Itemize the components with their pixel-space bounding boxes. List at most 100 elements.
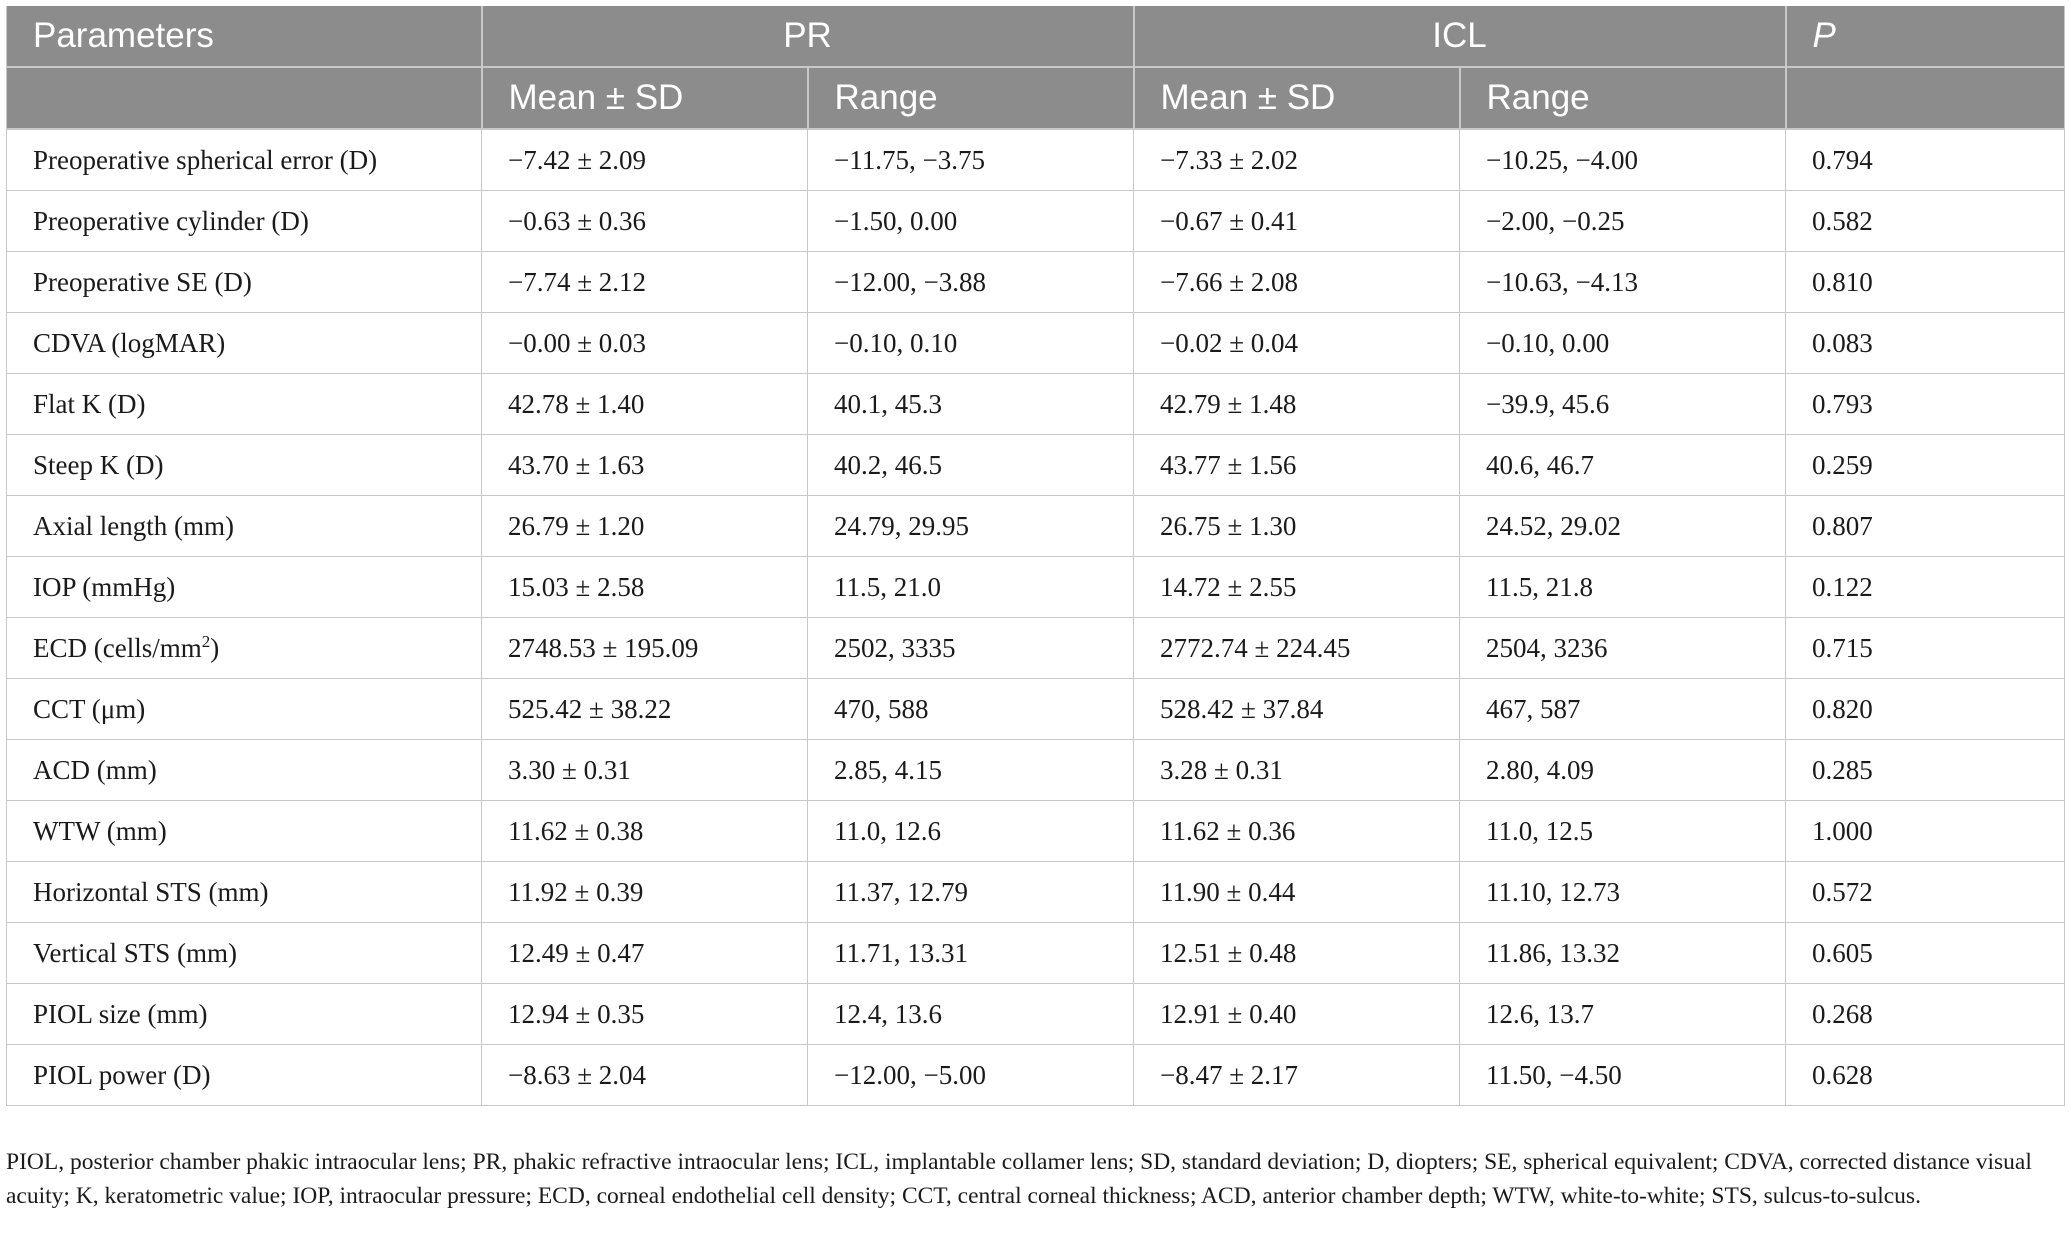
cell-parameter: Preoperative spherical error (D) bbox=[6, 129, 482, 191]
cell-icl-range: −39.9, 45.6 bbox=[1459, 373, 1786, 435]
cell-pr-range: −0.10, 0.10 bbox=[807, 312, 1134, 374]
cell-pr-mean: 15.03 ± 2.58 bbox=[481, 556, 808, 618]
cell-icl-range: 11.0, 12.5 bbox=[1459, 800, 1786, 862]
cell-icl-range: −0.10, 0.00 bbox=[1459, 312, 1786, 374]
cell-pr-mean: 525.42 ± 38.22 bbox=[481, 678, 808, 740]
cell-pr-mean: 26.79 ± 1.20 bbox=[481, 495, 808, 557]
table-header: Parameters PR ICL P Mean ± SD Range Mean… bbox=[6, 6, 2065, 130]
cell-icl-range: 11.50, −4.50 bbox=[1459, 1044, 1786, 1106]
cell-icl-mean: 26.75 ± 1.30 bbox=[1133, 495, 1460, 557]
cell-pr-range: −1.50, 0.00 bbox=[807, 190, 1134, 252]
cell-icl-mean: 2772.74 ± 224.45 bbox=[1133, 617, 1460, 679]
cell-pr-range: 11.5, 21.0 bbox=[807, 556, 1134, 618]
cell-icl-mean: −0.67 ± 0.41 bbox=[1133, 190, 1460, 252]
table-row: Flat K (D) 42.78 ± 1.40 40.1, 45.3 42.79… bbox=[6, 373, 2065, 435]
cell-parameter: PIOL size (mm) bbox=[6, 983, 482, 1045]
cell-p-value: 0.715 bbox=[1785, 617, 2065, 679]
cell-parameter: PIOL power (D) bbox=[6, 1044, 482, 1106]
header-pr-mean-sd: Mean ± SD bbox=[481, 67, 809, 130]
cell-icl-range: 40.6, 46.7 bbox=[1459, 434, 1786, 496]
cell-icl-range: 2504, 3236 bbox=[1459, 617, 1786, 679]
cell-pr-range: 12.4, 13.6 bbox=[807, 983, 1134, 1045]
superscript: 2 bbox=[201, 631, 211, 651]
table-row: Vertical STS (mm) 12.49 ± 0.47 11.71, 13… bbox=[6, 922, 2065, 984]
table-row: IOP (mmHg) 15.03 ± 2.58 11.5, 21.0 14.72… bbox=[6, 556, 2065, 618]
cell-p-value: 0.122 bbox=[1785, 556, 2065, 618]
cell-pr-range: 2502, 3335 bbox=[807, 617, 1134, 679]
cell-pr-mean: 42.78 ± 1.40 bbox=[481, 373, 808, 435]
table-row: PIOL size (mm) 12.94 ± 0.35 12.4, 13.6 1… bbox=[6, 983, 2065, 1045]
table-body: Preoperative spherical error (D) −7.42 ±… bbox=[6, 129, 2065, 1106]
header-icl-range: Range bbox=[1459, 67, 1787, 130]
cell-icl-mean: 528.42 ± 37.84 bbox=[1133, 678, 1460, 740]
cell-icl-range: 2.80, 4.09 bbox=[1459, 739, 1786, 801]
cell-parameter: Preoperative cylinder (D) bbox=[6, 190, 482, 252]
cell-parameter: CCT (μm) bbox=[6, 678, 482, 740]
cell-p-value: 0.285 bbox=[1785, 739, 2065, 801]
cell-pr-mean: −7.74 ± 2.12 bbox=[481, 251, 808, 313]
cell-icl-range: −10.63, −4.13 bbox=[1459, 251, 1786, 313]
table-row: CCT (μm) 525.42 ± 38.22 470, 588 528.42 … bbox=[6, 678, 2065, 740]
cell-p-value: 0.628 bbox=[1785, 1044, 2065, 1106]
cell-parameter: Axial length (mm) bbox=[6, 495, 482, 557]
cell-p-value: 0.794 bbox=[1785, 129, 2065, 191]
cell-icl-mean: 12.51 ± 0.48 bbox=[1133, 922, 1460, 984]
data-table-container: Parameters PR ICL P Mean ± SD Range Mean… bbox=[6, 6, 2065, 1106]
cell-p-value: 0.083 bbox=[1785, 312, 2065, 374]
header-p: P bbox=[1785, 6, 2065, 68]
cell-parameter: IOP (mmHg) bbox=[6, 556, 482, 618]
cell-icl-mean: 12.91 ± 0.40 bbox=[1133, 983, 1460, 1045]
cell-pr-mean: 43.70 ± 1.63 bbox=[481, 434, 808, 496]
parameters-table: Parameters PR ICL P Mean ± SD Range Mean… bbox=[6, 6, 2065, 1106]
cell-pr-mean: 3.30 ± 0.31 bbox=[481, 739, 808, 801]
cell-pr-range: 11.0, 12.6 bbox=[807, 800, 1134, 862]
cell-pr-range: −12.00, −3.88 bbox=[807, 251, 1134, 313]
cell-p-value: 0.268 bbox=[1785, 983, 2065, 1045]
cell-icl-mean: −7.33 ± 2.02 bbox=[1133, 129, 1460, 191]
cell-pr-range: −12.00, −5.00 bbox=[807, 1044, 1134, 1106]
table-row: Preoperative spherical error (D) −7.42 ±… bbox=[6, 129, 2065, 191]
cell-pr-range: 40.1, 45.3 bbox=[807, 373, 1134, 435]
cell-parameter: Preoperative SE (D) bbox=[6, 251, 482, 313]
cell-p-value: 1.000 bbox=[1785, 800, 2065, 862]
parameter-text-end: ) bbox=[210, 632, 220, 663]
cell-icl-range: 467, 587 bbox=[1459, 678, 1786, 740]
cell-parameter: Vertical STS (mm) bbox=[6, 922, 482, 984]
table-row: Preoperative SE (D) −7.74 ± 2.12 −12.00,… bbox=[6, 251, 2065, 313]
table-row: Axial length (mm) 26.79 ± 1.20 24.79, 29… bbox=[6, 495, 2065, 557]
header-empty-left bbox=[6, 67, 483, 130]
cell-parameter: ACD (mm) bbox=[6, 739, 482, 801]
cell-pr-range: 11.71, 13.31 bbox=[807, 922, 1134, 984]
cell-pr-range: 24.79, 29.95 bbox=[807, 495, 1134, 557]
parameter-text: ECD (cells/mm bbox=[33, 632, 202, 663]
cell-pr-mean: 12.94 ± 0.35 bbox=[481, 983, 808, 1045]
cell-pr-mean: 12.49 ± 0.47 bbox=[481, 922, 808, 984]
table-row: ACD (mm) 3.30 ± 0.31 2.85, 4.15 3.28 ± 0… bbox=[6, 739, 2065, 801]
cell-p-value: 0.807 bbox=[1785, 495, 2065, 557]
cell-pr-range: 11.37, 12.79 bbox=[807, 861, 1134, 923]
table-row: Steep K (D) 43.70 ± 1.63 40.2, 46.5 43.7… bbox=[6, 434, 2065, 496]
cell-pr-mean: 2748.53 ± 195.09 bbox=[481, 617, 808, 679]
cell-icl-mean: −0.02 ± 0.04 bbox=[1133, 312, 1460, 374]
cell-icl-range: 11.5, 21.8 bbox=[1459, 556, 1786, 618]
cell-pr-mean: −7.42 ± 2.09 bbox=[481, 129, 808, 191]
cell-p-value: 0.572 bbox=[1785, 861, 2065, 923]
table-row: Preoperative cylinder (D) −0.63 ± 0.36 −… bbox=[6, 190, 2065, 252]
header-pr: PR bbox=[481, 6, 1135, 68]
cell-pr-range: 2.85, 4.15 bbox=[807, 739, 1134, 801]
cell-parameter: Flat K (D) bbox=[6, 373, 482, 435]
header-empty-right bbox=[1785, 67, 2065, 130]
cell-parameter: WTW (mm) bbox=[6, 800, 482, 862]
cell-p-value: 0.605 bbox=[1785, 922, 2065, 984]
table-row: CDVA (logMAR) −0.00 ± 0.03 −0.10, 0.10 −… bbox=[6, 312, 2065, 374]
cell-icl-range: 11.86, 13.32 bbox=[1459, 922, 1786, 984]
cell-p-value: 0.810 bbox=[1785, 251, 2065, 313]
table-row: WTW (mm) 11.62 ± 0.38 11.0, 12.6 11.62 ±… bbox=[6, 800, 2065, 862]
header-icl-mean-sd: Mean ± SD bbox=[1133, 67, 1461, 130]
header-parameters: Parameters bbox=[6, 6, 483, 68]
cell-parameter: CDVA (logMAR) bbox=[6, 312, 482, 374]
cell-pr-range: 40.2, 46.5 bbox=[807, 434, 1134, 496]
cell-pr-mean: 11.92 ± 0.39 bbox=[481, 861, 808, 923]
cell-icl-mean: −7.66 ± 2.08 bbox=[1133, 251, 1460, 313]
cell-icl-range: −2.00, −0.25 bbox=[1459, 190, 1786, 252]
